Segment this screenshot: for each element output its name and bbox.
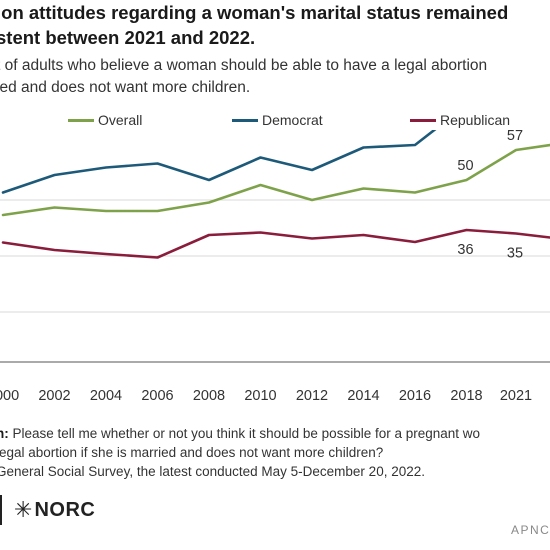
data-label-overall-2021: 57 xyxy=(507,130,523,144)
legend-item-democrat: Democrat xyxy=(232,110,323,130)
x-tick-label-2004: 2004 xyxy=(90,388,122,404)
legend-item-republican: Republican xyxy=(410,110,510,130)
chart-title-line-2: stent between 2021 and 2022. xyxy=(0,27,256,48)
series-line-republican xyxy=(1,228,550,259)
question-text-line-2: legal abortion if she is married and doe… xyxy=(0,445,384,460)
chart-title-line-1: ion attitudes regarding a woman's marita… xyxy=(0,2,509,23)
legend-label-overall: Overall xyxy=(98,112,143,128)
legend-swatch-democrat xyxy=(232,118,258,122)
chart-title: ion attitudes regarding a woman's marita… xyxy=(0,0,550,50)
data-label-republican-2021: 35 xyxy=(507,246,523,262)
chart-subtitle-line-2: ied and does not want more children. xyxy=(0,79,251,96)
logo-row: ✳ NORC xyxy=(0,494,95,526)
data-label-overall-2018: 50 xyxy=(457,158,473,174)
data-label-republican-2018: 36 xyxy=(457,242,473,258)
question-label: n: xyxy=(0,426,9,441)
x-tick-label-2010: 2010 xyxy=(244,388,276,404)
chart-subtitle: t of adults who believe a woman should b… xyxy=(0,55,550,99)
legend-label-democrat: Democrat xyxy=(262,112,323,128)
x-tick-label-2002: 2002 xyxy=(38,388,70,404)
line-chart: 2000 2002 2004 2006 2008 2010 2012 2014 2016 2018… xyxy=(0,130,550,404)
legend-swatch-republican xyxy=(410,118,436,122)
ap-logo-fragment xyxy=(0,495,2,525)
chart-subtitle-line-1: t of adults who believe a woman should b… xyxy=(0,57,488,74)
credit-text: APNC xyxy=(511,523,550,537)
chart-legend: Overall Democrat Republican xyxy=(0,110,550,130)
x-tick-label-2021: 2021 xyxy=(500,388,532,404)
x-tick-label-2018: 2018 xyxy=(450,388,482,404)
chart-notes: n: Please tell me whether or not you thi… xyxy=(0,424,550,481)
legend-item-overall: Overall xyxy=(68,110,142,130)
legend-swatch-overall xyxy=(68,118,94,122)
question-note: n: Please tell me whether or not you thi… xyxy=(0,424,550,443)
x-tick-label-2008: 2008 xyxy=(193,388,225,404)
x-tick-label-2016: 2016 xyxy=(399,388,431,404)
norc-star-icon: ✳ xyxy=(14,497,33,522)
question-text-line-1: Please tell me whether or not you think … xyxy=(8,426,481,441)
x-tick-label-2014: 2014 xyxy=(347,388,379,404)
x-tick-label-2012: 2012 xyxy=(296,388,328,404)
x-tick-label-2006: 2006 xyxy=(141,388,173,404)
legend-label-republican: Republican xyxy=(440,112,511,128)
series-line-democrat xyxy=(1,130,437,194)
x-tick-label-2000: 2000 xyxy=(0,388,19,404)
source-note: General Social Survey, the latest conduc… xyxy=(0,464,425,479)
series-line-overall xyxy=(1,143,550,217)
norc-logo-text: NORC xyxy=(34,498,96,521)
